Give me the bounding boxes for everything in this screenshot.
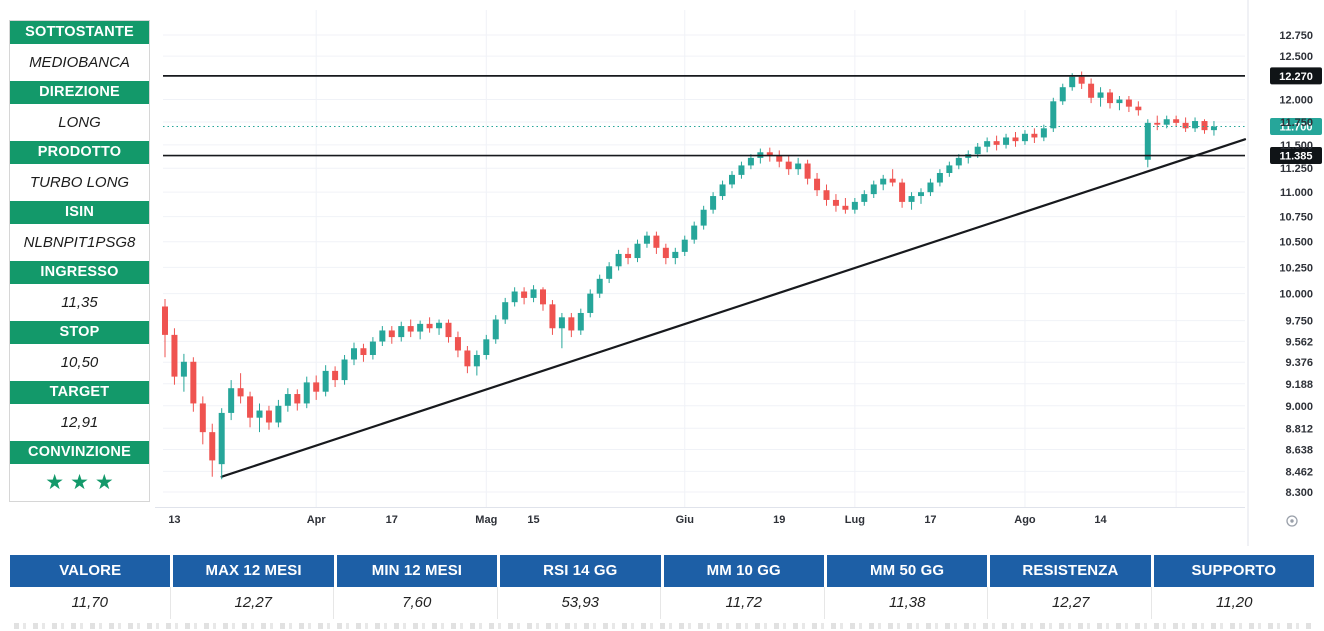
candlestick-series — [162, 71, 1217, 480]
trade-info-panel: SOTTOSTANTE MEDIOBANCA DIREZIONE LONG PR… — [9, 20, 150, 502]
svg-text:12.500: 12.500 — [1279, 51, 1313, 63]
underlying-value: MEDIOBANCA — [10, 44, 149, 81]
sidebar-block: PRODOTTO TURBO LONG — [10, 141, 149, 201]
resistance-badge: 12.270 — [1270, 67, 1322, 85]
stop-value: 10,50 — [10, 344, 149, 381]
direction-label: DIREZIONE — [10, 81, 149, 104]
table-value-cell: 11,72 — [664, 587, 825, 619]
svg-text:Apr: Apr — [307, 514, 327, 526]
svg-text:Lug: Lug — [845, 514, 865, 526]
table-header-cell: MAX 12 MESI — [173, 555, 334, 587]
direction-value: LONG — [10, 104, 149, 141]
table-header-cell: VALORE — [10, 555, 171, 587]
table-header-row: VALORE MAX 12 MESI MIN 12 MESI RSI 14 GG… — [10, 555, 1314, 587]
isin-value: NLBNPIT1PSG8 — [10, 224, 149, 261]
isin-label: ISIN — [10, 201, 149, 224]
indicators-table: VALORE MAX 12 MESI MIN 12 MESI RSI 14 GG… — [10, 555, 1314, 619]
svg-text:11.000: 11.000 — [1280, 187, 1313, 199]
y-axis-labels: 12.750 12.500 12.000 11.750 11.500 11.250 11.0… — [1279, 30, 1313, 499]
table-value-cell: 11,70 — [10, 587, 171, 619]
table-header-cell: RESISTENZA — [990, 555, 1151, 587]
sidebar-block: TARGET 12,91 — [10, 381, 149, 441]
price-chart-svg[interactable]: 12.270 11.385 11.700 12.750 12.500 12.000 11.7… — [155, 0, 1324, 546]
svg-text:12.750: 12.750 — [1279, 30, 1313, 42]
chart-panel: 12.270 11.385 11.700 12.750 12.500 12.000 11.7… — [155, 0, 1324, 546]
svg-text:12.000: 12.000 — [1279, 95, 1313, 107]
target-label: TARGET — [10, 381, 149, 404]
svg-text:8.812: 8.812 — [1285, 423, 1313, 435]
sidebar-block: CONVINZIONE ★★★ — [10, 441, 149, 501]
svg-text:11.385: 11.385 — [1279, 151, 1312, 163]
svg-text:8.638: 8.638 — [1285, 445, 1313, 457]
conviction-label: CONVINZIONE — [10, 441, 149, 464]
sidebar-block: INGRESSO 11,35 — [10, 261, 149, 321]
svg-text:19: 19 — [773, 514, 785, 526]
table-header-cell: MIN 12 MESI — [336, 555, 498, 587]
svg-text:13: 13 — [168, 514, 180, 526]
svg-text:10.500: 10.500 — [1279, 237, 1313, 249]
table-header-cell: MM 10 GG — [663, 555, 824, 587]
clipped-text-row — [14, 623, 1314, 629]
sidebar-block: DIREZIONE LONG — [10, 81, 149, 141]
svg-text:11.700: 11.700 — [1279, 121, 1312, 133]
svg-text:10.250: 10.250 — [1279, 262, 1313, 274]
stop-label: STOP — [10, 321, 149, 344]
sidebar-block: STOP 10,50 — [10, 321, 149, 381]
svg-text:Giu: Giu — [676, 514, 694, 526]
svg-text:10.000: 10.000 — [1279, 289, 1313, 301]
svg-text:14: 14 — [1094, 514, 1107, 526]
svg-text:Mag: Mag — [475, 514, 497, 526]
svg-text:11.500: 11.500 — [1280, 140, 1313, 152]
svg-text:9.376: 9.376 — [1285, 357, 1313, 369]
svg-text:8.462: 8.462 — [1285, 466, 1313, 478]
svg-text:12.270: 12.270 — [1279, 71, 1313, 83]
svg-text:9.000: 9.000 — [1285, 401, 1313, 413]
svg-text:10.750: 10.750 — [1279, 212, 1313, 224]
svg-text:11.750: 11.750 — [1280, 117, 1313, 129]
table-header-cell: SUPPORTO — [1153, 555, 1314, 587]
underlying-label: SOTTOSTANTE — [10, 21, 149, 44]
conviction-stars: ★★★ — [10, 464, 149, 501]
sidebar-block: SOTTOSTANTE MEDIOBANCA — [10, 21, 149, 81]
table-header-cell: RSI 14 GG — [500, 555, 661, 587]
product-value: TURBO LONG — [10, 164, 149, 201]
table-value-cell: 12,27 — [991, 587, 1152, 619]
support-badge: 11.385 — [1270, 147, 1322, 165]
svg-text:Ago: Ago — [1014, 514, 1036, 526]
last-price-badge: 11.700 — [1270, 117, 1322, 135]
product-label: PRODOTTO — [10, 141, 149, 164]
trendline — [220, 138, 1247, 478]
svg-text:9.750: 9.750 — [1285, 316, 1313, 328]
table-value-cell: 11,20 — [1154, 587, 1314, 619]
svg-text:15: 15 — [527, 514, 539, 526]
eye-icon[interactable] — [1286, 515, 1298, 527]
svg-text:17: 17 — [924, 514, 936, 526]
svg-text:17: 17 — [386, 514, 398, 526]
entry-label: INGRESSO — [10, 261, 149, 284]
table-value-row: 11,70 12,27 7,60 53,93 11,72 11,38 12,27… — [10, 587, 1314, 619]
table-value-cell: 11,38 — [827, 587, 988, 619]
table-value-cell: 53,93 — [500, 587, 661, 619]
grid-layer — [155, 0, 1249, 546]
entry-value: 11,35 — [10, 284, 149, 321]
table-value-cell: 7,60 — [337, 587, 498, 619]
svg-text:8.300: 8.300 — [1285, 487, 1313, 499]
svg-text:11.250: 11.250 — [1280, 163, 1313, 175]
table-header-cell: MM 50 GG — [826, 555, 988, 587]
svg-text:9.188: 9.188 — [1285, 379, 1313, 391]
sidebar-block: ISIN NLBNPIT1PSG8 — [10, 201, 149, 261]
x-axis-labels: 13 Apr 17 Mag 15 Giu 19 Lug 17 Ago 14 — [168, 514, 1107, 526]
target-value: 12,91 — [10, 404, 149, 441]
table-value-cell: 12,27 — [173, 587, 334, 619]
svg-text:9.562: 9.562 — [1285, 336, 1313, 348]
